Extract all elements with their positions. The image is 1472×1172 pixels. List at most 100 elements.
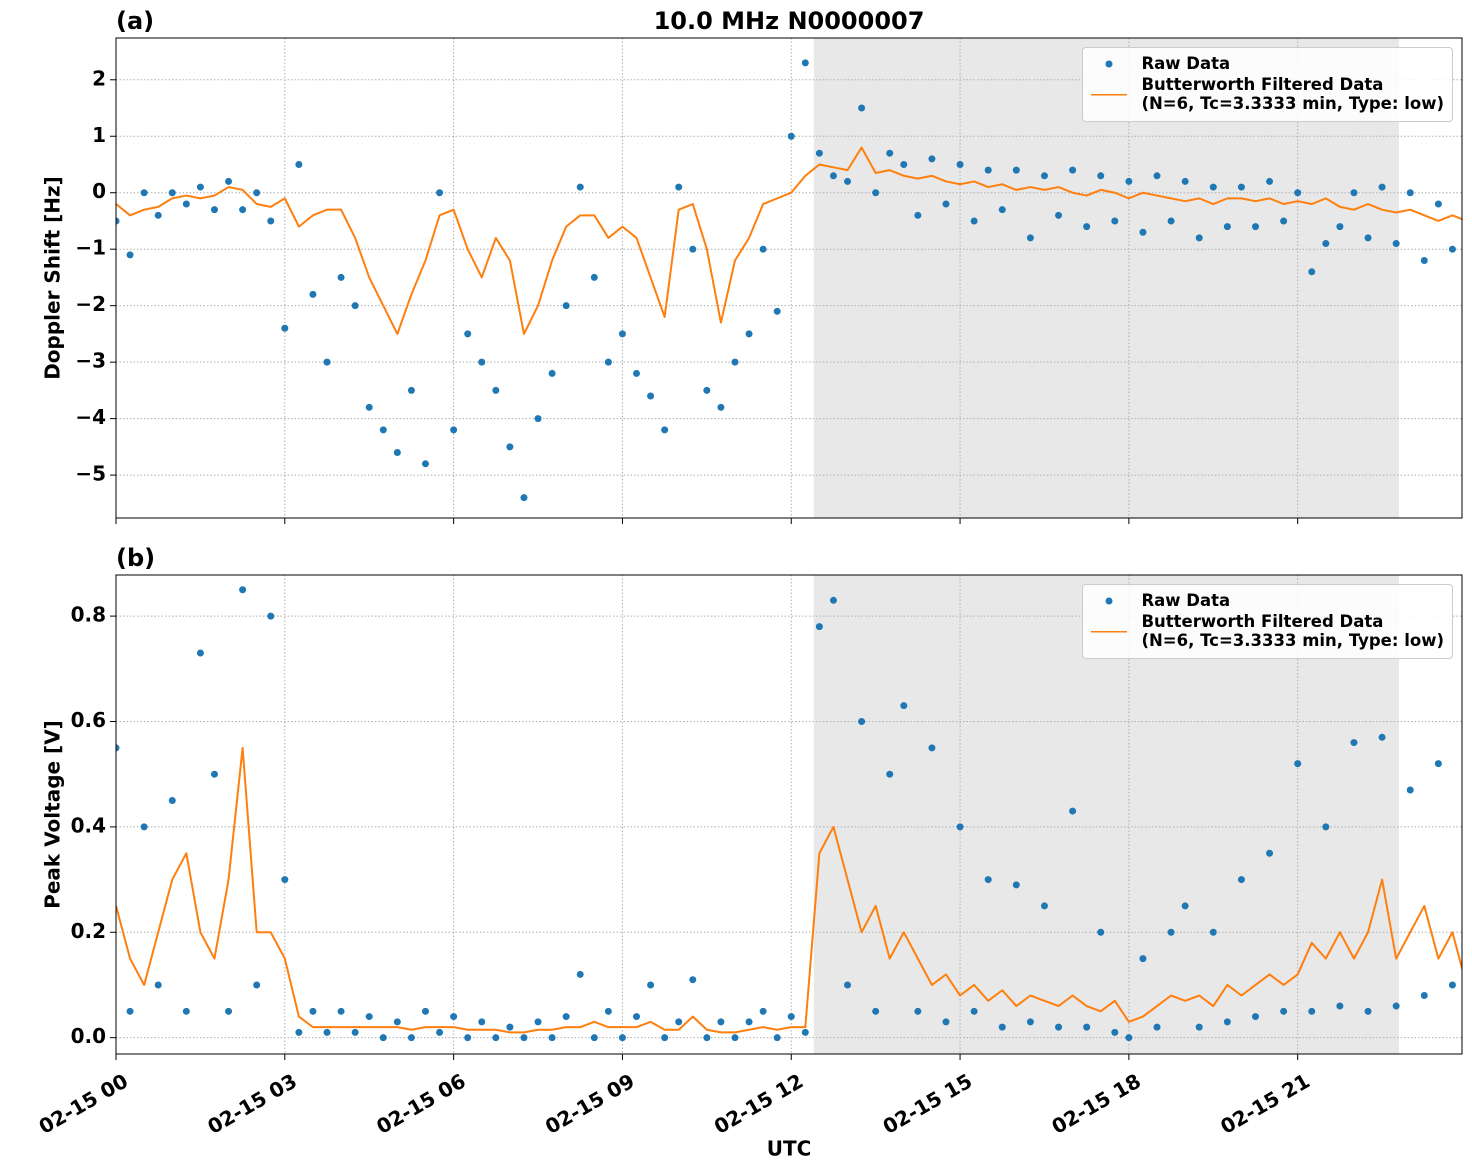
raw-data-point — [492, 386, 500, 394]
x-tick-label: 02-15 21 — [1216, 1069, 1314, 1139]
raw-data-point — [703, 386, 711, 394]
raw-data-point — [1111, 217, 1119, 225]
raw-data-point — [1012, 881, 1020, 889]
raw-data-point — [450, 1013, 458, 1021]
legend-entry: Raw Data — [1089, 591, 1444, 610]
y-axis-label: Peak Voltage [V] — [41, 720, 65, 909]
raw-data-point — [407, 1034, 415, 1042]
raw-data-point — [1434, 200, 1442, 208]
raw-data-point — [1251, 1013, 1259, 1021]
raw-data-point — [1463, 212, 1470, 219]
raw-data-point — [168, 189, 176, 197]
raw-data-point — [1237, 183, 1245, 191]
raw-data-point — [281, 324, 289, 332]
raw-data-point — [675, 183, 683, 191]
raw-data-point — [1448, 981, 1456, 989]
y-tick-label: 0.0 — [71, 1024, 106, 1048]
legend-entry: Butterworth Filtered Data (N=6, Tc=3.333… — [1089, 612, 1444, 650]
legend-entry: Raw Data — [1089, 54, 1444, 73]
raw-data-point — [717, 403, 725, 411]
legend-marker — [1105, 597, 1113, 605]
raw-data-point — [492, 1034, 500, 1042]
y-tick-label: 0.4 — [71, 813, 106, 837]
raw-data-point — [942, 200, 950, 208]
raw-data-point — [379, 1034, 387, 1042]
raw-data-point — [1308, 268, 1316, 276]
raw-data-point — [421, 460, 429, 468]
raw-data-point — [576, 970, 584, 978]
raw-data-point — [1237, 876, 1245, 884]
raw-data-point — [1040, 902, 1048, 910]
raw-data-point — [970, 217, 978, 225]
raw-data-point — [604, 358, 612, 366]
raw-data-point — [829, 172, 837, 180]
raw-data-point — [675, 1018, 683, 1026]
raw-data-point — [1294, 189, 1302, 197]
raw-data-point — [745, 330, 753, 338]
raw-data-point — [1139, 228, 1147, 236]
raw-data-point — [914, 1007, 922, 1015]
raw-data-point — [1209, 928, 1217, 936]
raw-data-point — [773, 307, 781, 315]
raw-data-point — [1125, 1034, 1133, 1042]
raw-data-point — [253, 981, 261, 989]
raw-data-point — [116, 217, 120, 225]
plot-frame — [115, 574, 1463, 1055]
raw-data-point — [140, 189, 148, 197]
raw-data-point — [379, 426, 387, 434]
raw-data-point — [323, 358, 331, 366]
x-tick-label: 02-15 09 — [541, 1069, 639, 1139]
raw-data-point — [1392, 240, 1400, 248]
raw-data-point — [801, 1028, 809, 1036]
raw-data-point — [984, 876, 992, 884]
raw-data-point — [1350, 739, 1358, 747]
y-tick-label: −2 — [75, 292, 106, 316]
y-tick-label: 1 — [92, 123, 106, 147]
raw-data-point — [844, 981, 852, 989]
raw-data-point — [914, 211, 922, 219]
raw-data-point — [239, 586, 247, 594]
raw-data-point — [661, 1034, 669, 1042]
raw-data-point — [661, 426, 669, 434]
raw-data-point — [478, 1018, 486, 1026]
raw-data-point — [1420, 992, 1428, 1000]
raw-data-point — [1322, 240, 1330, 248]
chart-title: 10.0 MHz N0000007 — [654, 7, 925, 35]
raw-data-point — [942, 1018, 950, 1026]
raw-data-point — [126, 251, 134, 259]
legend-marker — [1105, 60, 1113, 68]
y-axis-label: Doppler Shift [Hz] — [41, 176, 65, 380]
x-axis-label: UTC — [767, 1137, 812, 1161]
raw-data-point — [1280, 1007, 1288, 1015]
raw-data-point — [365, 1013, 373, 1021]
raw-data-point — [773, 1034, 781, 1042]
raw-data-point — [1378, 183, 1386, 191]
raw-data-point — [295, 1028, 303, 1036]
raw-data-point — [1308, 1007, 1316, 1015]
raw-data-point — [351, 302, 359, 310]
raw-data-point — [421, 1007, 429, 1015]
raw-data-point — [928, 155, 936, 163]
raw-data-point — [815, 623, 823, 631]
y-tick-label: −1 — [75, 236, 106, 260]
raw-data-point — [787, 1013, 795, 1021]
raw-data-point — [281, 876, 289, 884]
raw-data-point — [1026, 1018, 1034, 1026]
y-tick-label: 0 — [92, 179, 106, 203]
raw-data-point — [478, 358, 486, 366]
raw-data-point — [858, 104, 866, 112]
x-tick-label: 02-15 15 — [879, 1069, 977, 1139]
raw-data-point — [590, 273, 598, 281]
raw-data-point — [365, 403, 373, 411]
raw-data-point — [703, 1034, 711, 1042]
raw-data-point — [1463, 1008, 1470, 1015]
x-tick-label: 02-15 12 — [710, 1069, 808, 1139]
raw-data-point — [450, 426, 458, 434]
raw-data-point — [900, 160, 908, 168]
x-tick-label: 02-15 18 — [1047, 1069, 1145, 1139]
plot-frame — [115, 37, 1463, 519]
y-tick-label: −4 — [75, 405, 106, 429]
raw-data-point — [1181, 902, 1189, 910]
raw-data-point — [1350, 189, 1358, 197]
